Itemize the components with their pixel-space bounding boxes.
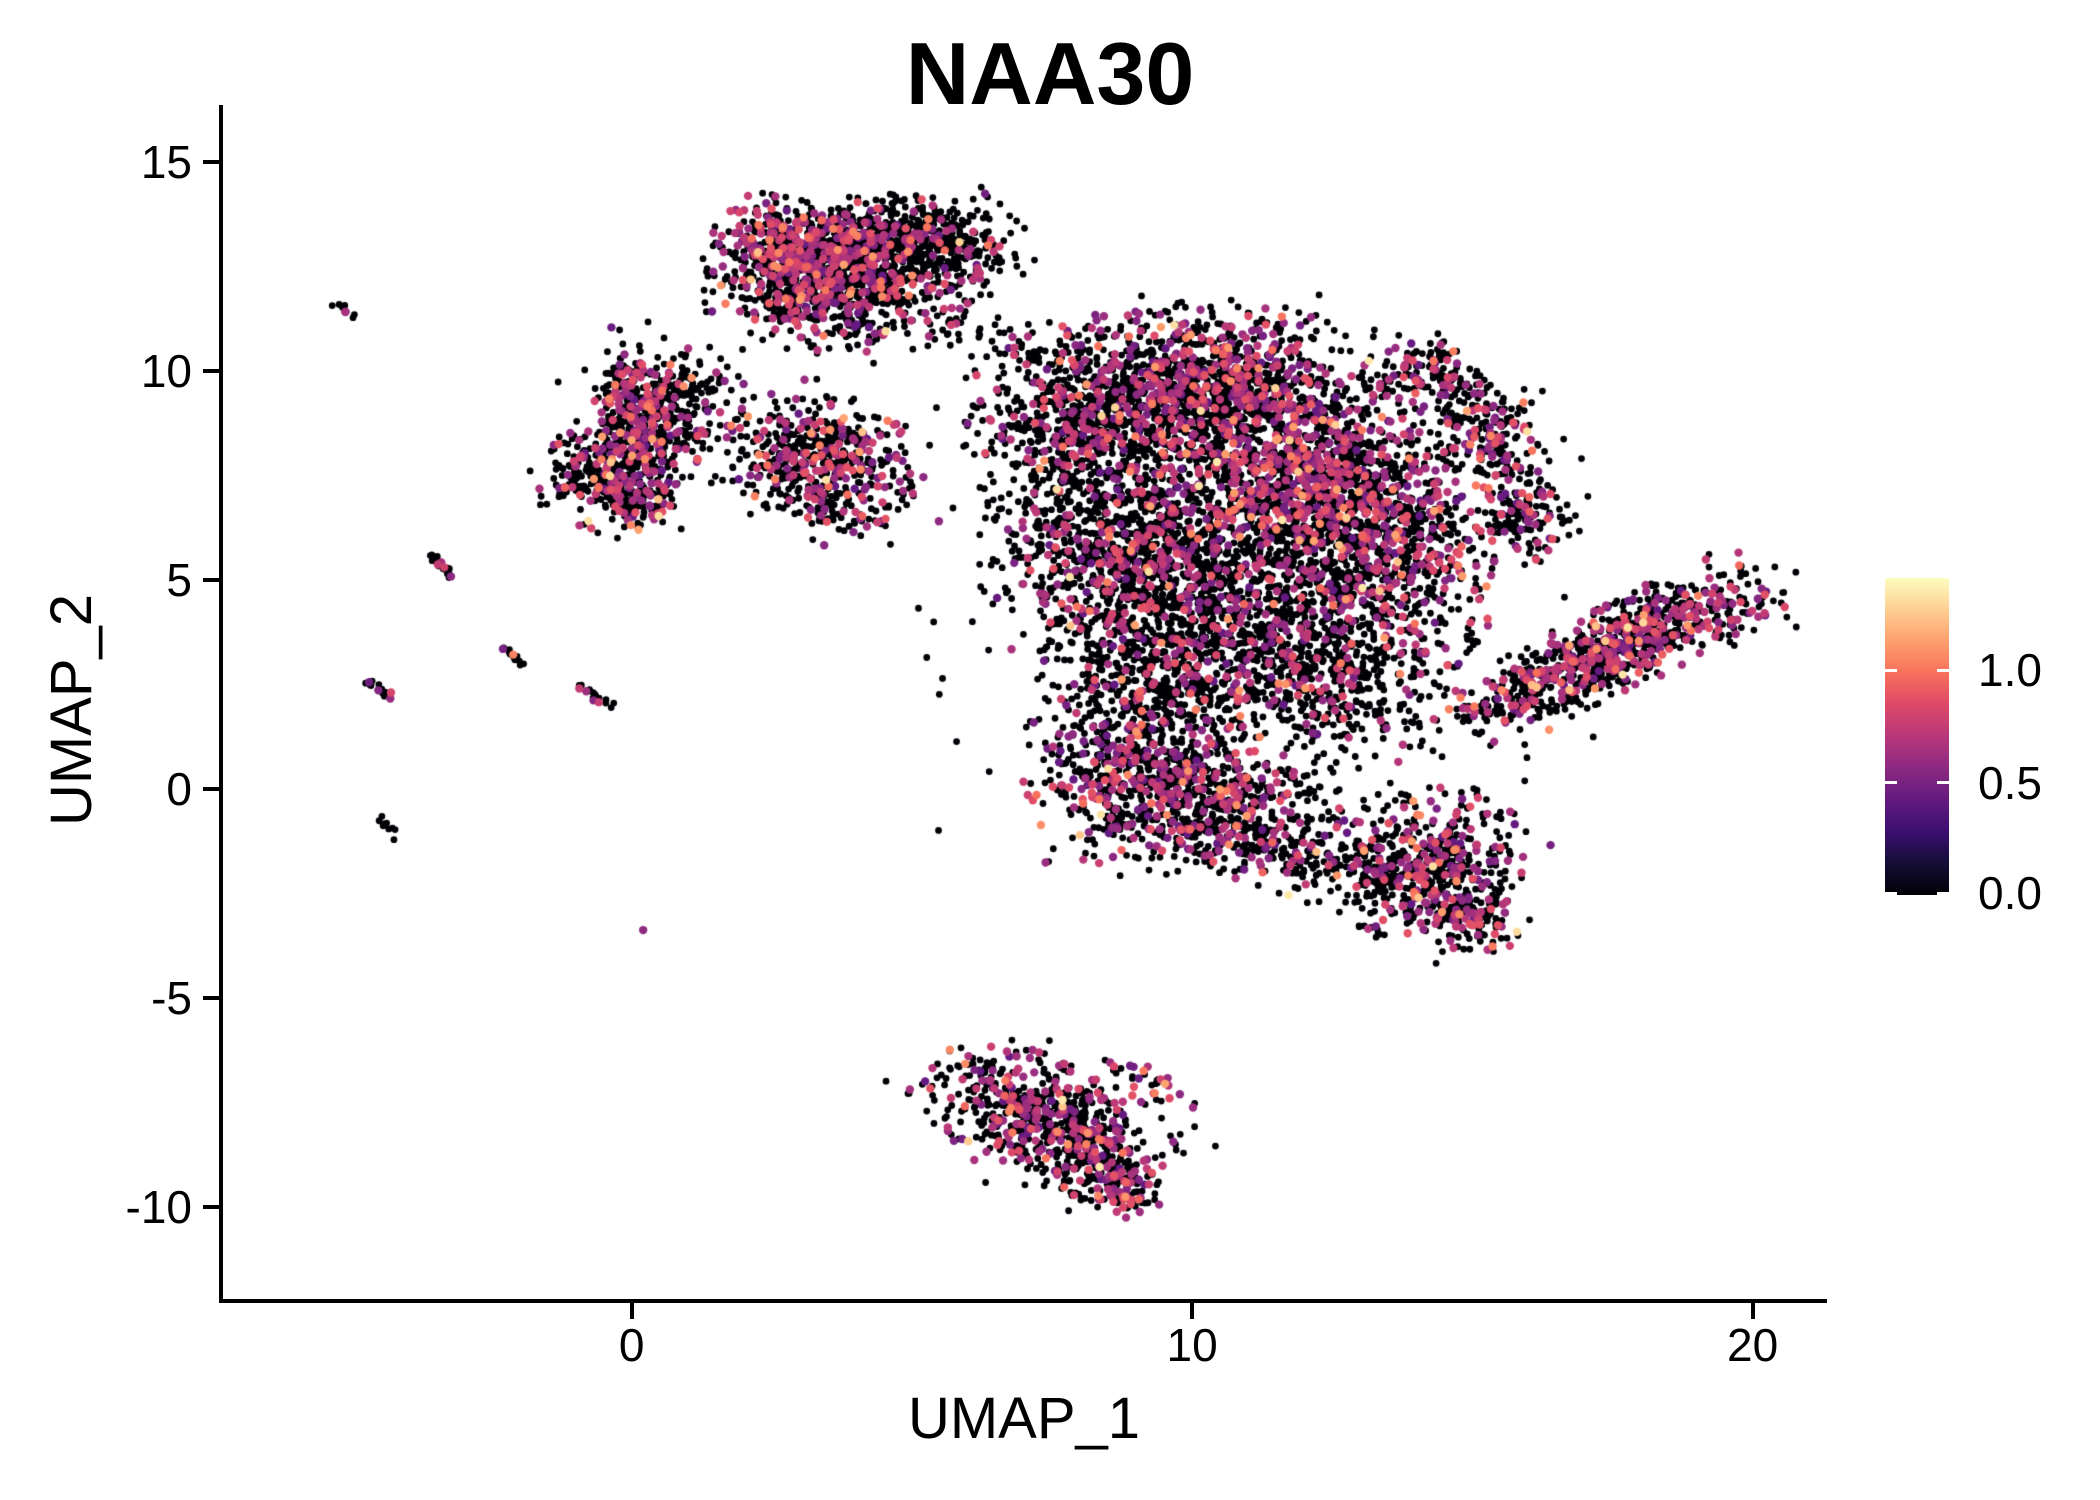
x-tick-mark [629, 1303, 634, 1319]
x-tick-label: 10 [1166, 1319, 1218, 1371]
y-tick-mark [203, 1204, 219, 1209]
x-tick-label: 0 [618, 1319, 645, 1371]
y-tick-label: -5 [151, 971, 192, 1024]
x-axis-line [219, 1299, 1827, 1303]
y-tick-label: 0 [166, 762, 192, 815]
colorbar-tick-mark [1885, 668, 1897, 672]
colorbar-gradient [1885, 578, 1949, 895]
y-tick-mark [203, 995, 219, 1000]
y-axis-line [219, 105, 223, 1303]
colorbar-tick-mark [1885, 891, 1897, 895]
colorbar-tick-label: 0.0 [1978, 867, 2042, 919]
y-axis-title: UMAP_2 [39, 593, 104, 827]
colorbar-tick-label: 0.5 [1978, 756, 2042, 809]
colorbar-tick-mark [1937, 668, 1949, 672]
y-tick-label: 10 [140, 344, 192, 397]
colorbar-tick-label: 1.0 [1978, 644, 2042, 697]
colorbar-tick-mark [1885, 781, 1897, 785]
y-tick-mark [203, 159, 219, 164]
x-tick-mark [1190, 1303, 1195, 1319]
x-tick-mark [1750, 1303, 1755, 1319]
y-tick-mark [203, 786, 219, 791]
y-tick-mark [203, 577, 219, 582]
colorbar-tick-mark [1937, 891, 1949, 895]
y-tick-label: 5 [166, 553, 192, 606]
x-tick-label: 20 [1726, 1319, 1779, 1371]
y-tick-mark [203, 368, 219, 373]
x-axis-title: UMAP_1 [907, 1386, 1141, 1451]
colorbar-tick-mark [1937, 781, 1949, 785]
y-tick-label: 15 [140, 135, 192, 188]
y-tick-label: -10 [125, 1180, 192, 1233]
chart-title: NAA30 [905, 24, 1195, 123]
